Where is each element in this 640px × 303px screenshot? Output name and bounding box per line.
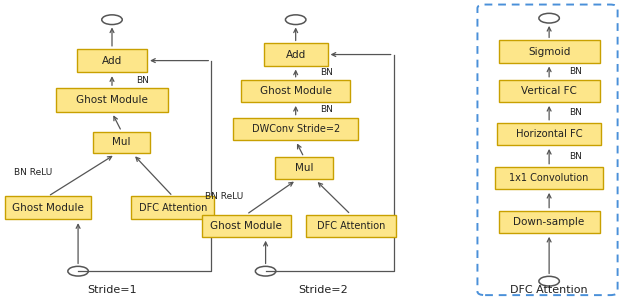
Text: BN: BN	[570, 108, 582, 117]
FancyBboxPatch shape	[93, 132, 150, 153]
Text: Ghost Module: Ghost Module	[260, 86, 332, 96]
FancyBboxPatch shape	[77, 49, 147, 72]
Text: Ghost Module: Ghost Module	[211, 221, 282, 231]
FancyBboxPatch shape	[499, 40, 600, 63]
Text: Ghost Module: Ghost Module	[76, 95, 148, 105]
FancyBboxPatch shape	[131, 196, 214, 219]
FancyBboxPatch shape	[264, 43, 328, 66]
FancyBboxPatch shape	[202, 215, 291, 237]
Text: DFC Attention: DFC Attention	[510, 285, 588, 295]
Text: Ghost Module: Ghost Module	[12, 202, 84, 213]
Text: BN: BN	[320, 68, 333, 77]
Text: BN: BN	[570, 152, 582, 161]
Text: 1x1 Convolution: 1x1 Convolution	[509, 173, 589, 183]
FancyBboxPatch shape	[499, 80, 600, 102]
Text: BN ReLU: BN ReLU	[205, 192, 243, 201]
FancyBboxPatch shape	[234, 118, 358, 140]
Text: BN: BN	[570, 67, 582, 76]
Text: DWConv Stride=2: DWConv Stride=2	[252, 124, 340, 134]
Text: BN: BN	[320, 105, 333, 115]
Text: Vertical FC: Vertical FC	[521, 86, 577, 96]
Text: Horizontal FC: Horizontal FC	[516, 129, 582, 139]
Text: Add: Add	[102, 55, 122, 66]
FancyBboxPatch shape	[497, 123, 601, 145]
Text: Stride=1: Stride=1	[87, 285, 137, 295]
Text: DFC Attention: DFC Attention	[317, 221, 385, 231]
Text: Down-sample: Down-sample	[513, 217, 585, 227]
FancyBboxPatch shape	[4, 196, 92, 219]
Text: Mul: Mul	[113, 137, 131, 148]
Text: Stride=2: Stride=2	[298, 285, 348, 295]
FancyBboxPatch shape	[241, 80, 350, 102]
Text: BN: BN	[136, 76, 148, 85]
Text: Add: Add	[285, 49, 306, 60]
Text: Mul: Mul	[295, 163, 313, 173]
FancyBboxPatch shape	[495, 167, 603, 189]
Text: Sigmoid: Sigmoid	[528, 46, 570, 57]
FancyBboxPatch shape	[499, 211, 600, 233]
FancyBboxPatch shape	[306, 215, 396, 237]
Text: BN ReLU: BN ReLU	[14, 168, 52, 177]
FancyBboxPatch shape	[275, 157, 333, 179]
FancyBboxPatch shape	[56, 88, 168, 112]
Text: DFC Attention: DFC Attention	[139, 202, 207, 213]
